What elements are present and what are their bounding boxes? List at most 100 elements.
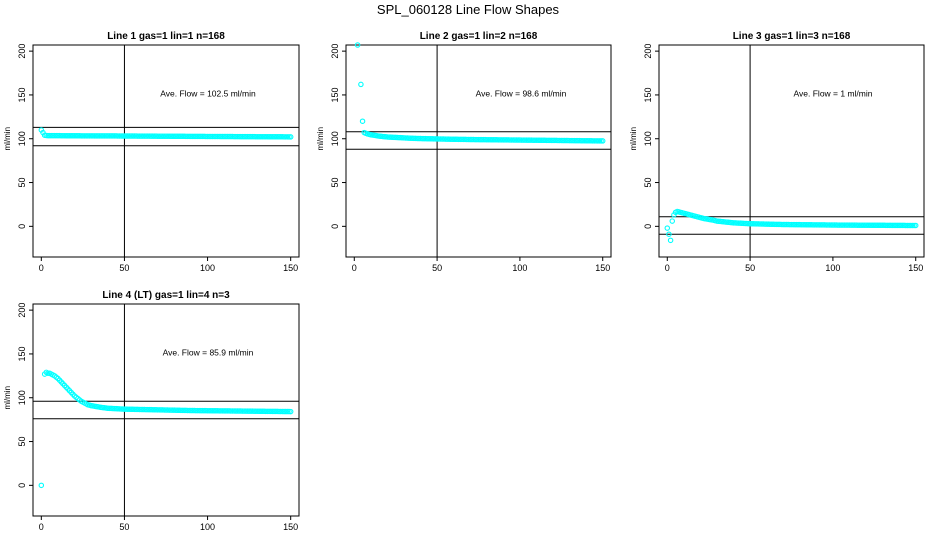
data-point [226, 133, 232, 140]
data-point [258, 133, 264, 140]
data-point [100, 133, 106, 139]
data-point [354, 42, 361, 48]
data-point [906, 222, 912, 229]
panel-1: Line 1 gas=1 lin=1 n=168 0 50 100 150 0 50 100 1… [3, 31, 300, 273]
plot-frame [658, 44, 925, 258]
panel-title: Line 3 gas=1 lin=3 n=168 [733, 31, 851, 42]
data-point [48, 132, 55, 139]
data-point [50, 132, 56, 139]
data-point [70, 133, 76, 139]
data-point [840, 222, 846, 228]
y-tick-label: 100 [643, 131, 653, 146]
x-tick-label: 100 [512, 263, 527, 273]
data-point [156, 133, 163, 139]
data-point [599, 138, 606, 144]
data-point [143, 133, 149, 139]
data-point [224, 133, 231, 140]
y-tick-label: 200 [330, 44, 340, 59]
data-point [254, 133, 261, 140]
data-point [274, 134, 281, 140]
data-point [221, 133, 227, 140]
data-point [65, 133, 71, 139]
data-point [359, 118, 366, 124]
data-point [154, 133, 161, 139]
data-point [841, 222, 848, 228]
data-point [856, 222, 863, 228]
data-point [669, 218, 675, 224]
data-point [101, 133, 108, 139]
data-point [141, 133, 148, 139]
data-point [891, 222, 897, 229]
data-point [878, 222, 884, 229]
panel-title: Line 2 gas=1 lin=2 n=168 [420, 31, 538, 42]
data-point [241, 133, 247, 140]
y-tick-label: 200 [17, 303, 27, 318]
data-point [861, 222, 868, 228]
data-point [287, 134, 294, 140]
data-point [666, 231, 672, 237]
data-point [859, 222, 866, 228]
data-point [873, 222, 879, 229]
average-flow-annotation: Ave. Flow = 102.5 ml/min [160, 89, 256, 99]
plot-frame [32, 44, 300, 258]
data-point [158, 133, 164, 139]
plot-frame [345, 44, 612, 258]
data-point [259, 133, 266, 140]
data-point [871, 222, 878, 229]
average-flow-annotation: Ave. Flow = 98.6 ml/min [476, 89, 567, 99]
data-point [894, 222, 901, 229]
data-point [188, 133, 194, 140]
y-tick-label: 150 [643, 87, 653, 102]
y-tick-label: 200 [643, 44, 653, 59]
data-point [191, 133, 198, 140]
data-point [105, 133, 111, 139]
data-point [193, 133, 199, 140]
plot-frame [32, 303, 300, 517]
y-tick-label: 0 [643, 224, 653, 229]
data-point [108, 133, 114, 139]
data-point [125, 133, 131, 139]
data-point [45, 370, 51, 376]
data-point [144, 133, 151, 139]
data-point [244, 133, 251, 140]
data-point [907, 222, 914, 229]
data-point [876, 222, 883, 229]
panel-title: Line 1 gas=1 lin=1 n=168 [107, 31, 225, 42]
data-point [845, 222, 851, 228]
data-point [139, 133, 146, 139]
y-tick-label: 50 [17, 437, 27, 447]
data-point [103, 133, 109, 139]
data-point [161, 133, 168, 139]
y-tick-label: 50 [330, 178, 340, 188]
y-tick-label: 150 [330, 87, 340, 102]
data-point [912, 222, 919, 229]
x-tick-label: 0 [39, 263, 44, 273]
data-point [159, 133, 166, 139]
x-tick-label: 0 [39, 522, 44, 532]
data-point [667, 237, 674, 244]
y-tick-label: 100 [330, 131, 340, 146]
data-point [53, 132, 60, 139]
data-point [46, 132, 53, 139]
data-point [893, 222, 899, 229]
data-point [206, 133, 212, 140]
data-point [223, 133, 229, 140]
panel-3: Line 3 gas=1 lin=3 n=168 0 50 100 150 0 50 100 1… [629, 31, 925, 273]
panel-2: Line 2 gas=1 lin=2 n=168 0 50 100 150 0 50 100 1… [316, 31, 612, 273]
figure-title: SPL_060128 Line Flow Shapes [377, 2, 560, 17]
average-flow-annotation: Ave. Flow = 1 ml/min [794, 89, 873, 99]
x-tick-label: 50 [432, 263, 442, 273]
x-tick-label: 0 [665, 263, 670, 273]
data-point [888, 222, 894, 229]
x-tick-label: 0 [352, 263, 357, 273]
y-tick-label: 0 [330, 224, 340, 229]
data-point [256, 133, 262, 140]
data-point [204, 133, 211, 140]
x-tick-label: 150 [595, 263, 610, 273]
panel-4: Line 4 (LT) gas=1 lin=4 n=3 0 50 100 150 0 50 1… [3, 290, 300, 532]
data-point [287, 408, 294, 415]
data-point [81, 133, 88, 139]
x-tick-label: 100 [825, 263, 840, 273]
y-axis-label: ml/min [316, 127, 325, 151]
y-tick-label: 100 [17, 131, 27, 146]
